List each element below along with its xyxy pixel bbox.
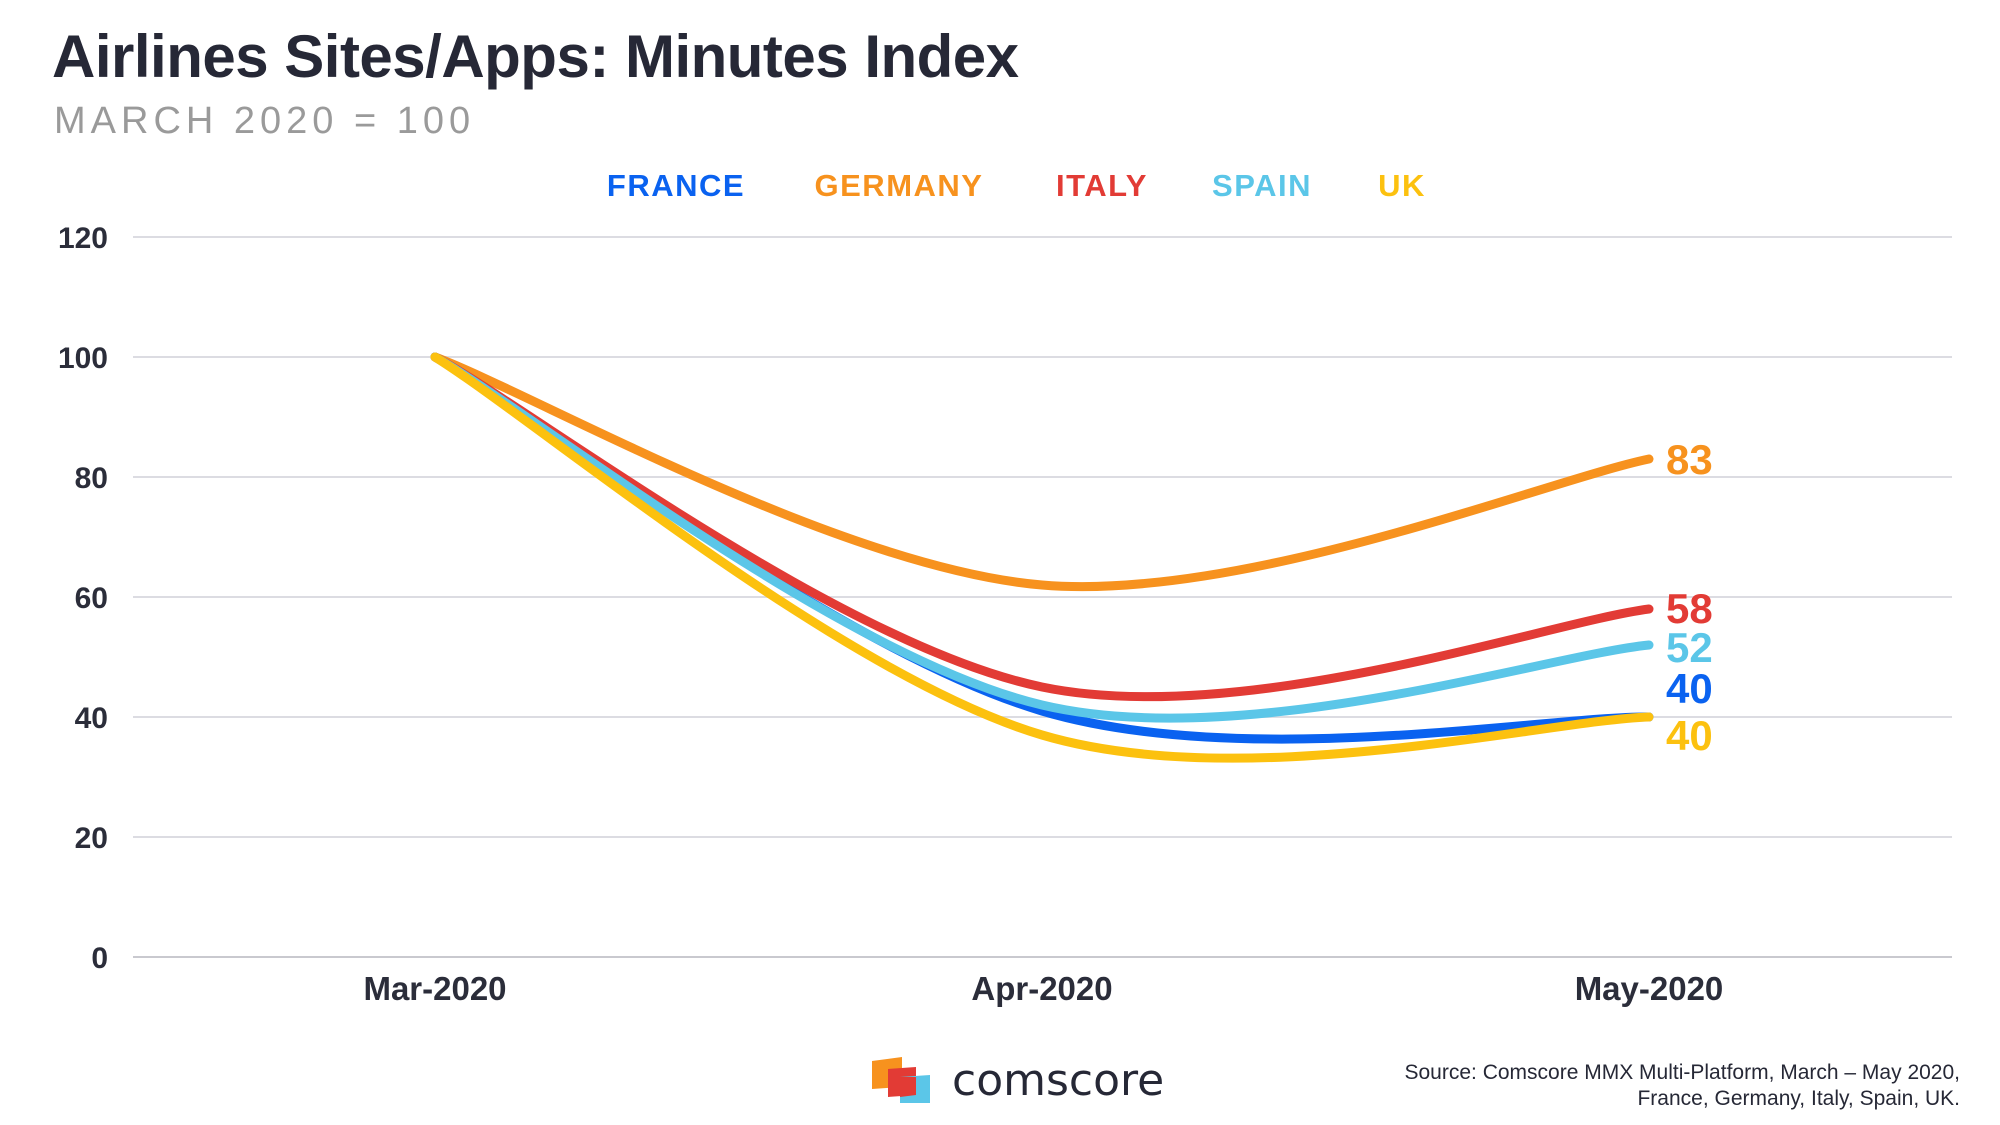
end-label-spain: 52 xyxy=(1666,624,1713,671)
y-tick-label: 0 xyxy=(91,942,108,975)
end-label-italy: 58 xyxy=(1666,585,1713,632)
series-line-spain xyxy=(430,352,1654,723)
chart-subtitle: MARCH 2020 = 100 xyxy=(54,100,476,142)
series-line-italy xyxy=(430,352,1654,702)
comscore-logo-icon xyxy=(872,1057,930,1103)
comscore-brand: comscore xyxy=(870,1050,1164,1110)
source-line-1: Source: Comscore MMX Multi-Platform, Mar… xyxy=(1404,1061,1961,1084)
legend-italy: ITALY xyxy=(1056,168,1148,203)
end-label-france: 40 xyxy=(1666,665,1713,712)
end-label-uk: 40 xyxy=(1666,712,1713,759)
x-axis-ticks: Mar-2020 Apr-2020 May-2020 xyxy=(363,970,1723,1007)
y-tick-label: 120 xyxy=(58,222,108,255)
end-label-germany: 83 xyxy=(1666,436,1713,483)
source-line-2: France, Germany, Italy, Spain, UK. xyxy=(1637,1087,1960,1110)
source-note: Source: Comscore MMX Multi-Platform, Mar… xyxy=(1260,1060,1961,1112)
y-tick-label: 20 xyxy=(75,822,108,855)
y-tick-label: 100 xyxy=(58,342,108,375)
line-chart: 0 20 40 60 80 100 120 Mar-2020 Apr-2020 May-2020… xyxy=(58,168,1952,1007)
chart-title: Airlines Sites/Apps: Minutes Index xyxy=(52,23,1019,90)
y-tick-label: 60 xyxy=(75,582,108,615)
brand-name: comscore xyxy=(952,1054,1165,1106)
x-tick-label: Apr-2020 xyxy=(971,970,1112,1007)
y-axis-ticks: 0 20 40 60 80 100 120 xyxy=(58,222,108,975)
y-tick-label: 80 xyxy=(75,462,108,495)
x-tick-label: May-2020 xyxy=(1575,970,1724,1007)
y-tick-label: 40 xyxy=(75,702,108,735)
series-lines xyxy=(430,352,1654,763)
series-line-germany xyxy=(430,352,1654,592)
legend-uk: UK xyxy=(1378,168,1426,203)
legend-spain: SPAIN xyxy=(1212,168,1312,203)
series-line-uk xyxy=(430,352,1654,763)
legend: FRANCE GERMANY ITALY SPAIN UK xyxy=(607,168,1426,203)
legend-germany: GERMANY xyxy=(815,168,984,203)
legend-france: FRANCE xyxy=(607,168,745,203)
x-tick-label: Mar-2020 xyxy=(363,970,506,1007)
